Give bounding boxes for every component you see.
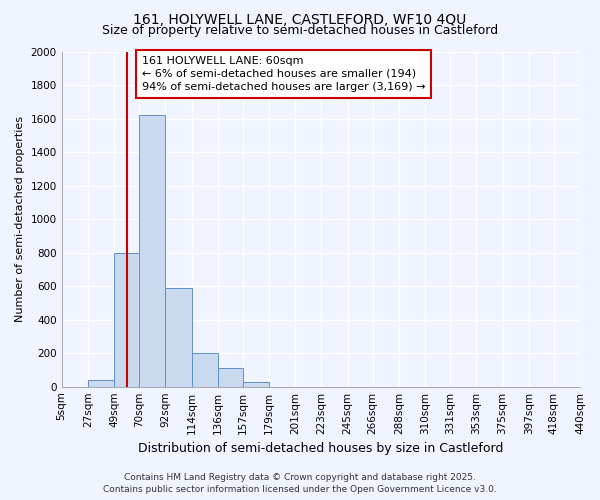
Bar [218,368,243,386]
Bar [114,252,139,386]
X-axis label: Distribution of semi-detached houses by size in Castleford: Distribution of semi-detached houses by … [138,442,503,455]
Text: Size of property relative to semi-detached houses in Castleford: Size of property relative to semi-detach… [102,24,498,37]
Bar [139,115,166,386]
Text: Contains HM Land Registry data © Crown copyright and database right 2025.
Contai: Contains HM Land Registry data © Crown c… [103,472,497,494]
Bar [191,353,218,386]
Bar [166,288,191,386]
Text: 161, HOLYWELL LANE, CASTLEFORD, WF10 4QU: 161, HOLYWELL LANE, CASTLEFORD, WF10 4QU [133,12,467,26]
Bar [88,380,114,386]
Bar [243,382,269,386]
Y-axis label: Number of semi-detached properties: Number of semi-detached properties [15,116,25,322]
Text: 161 HOLYWELL LANE: 60sqm
← 6% of semi-detached houses are smaller (194)
94% of s: 161 HOLYWELL LANE: 60sqm ← 6% of semi-de… [142,56,425,92]
